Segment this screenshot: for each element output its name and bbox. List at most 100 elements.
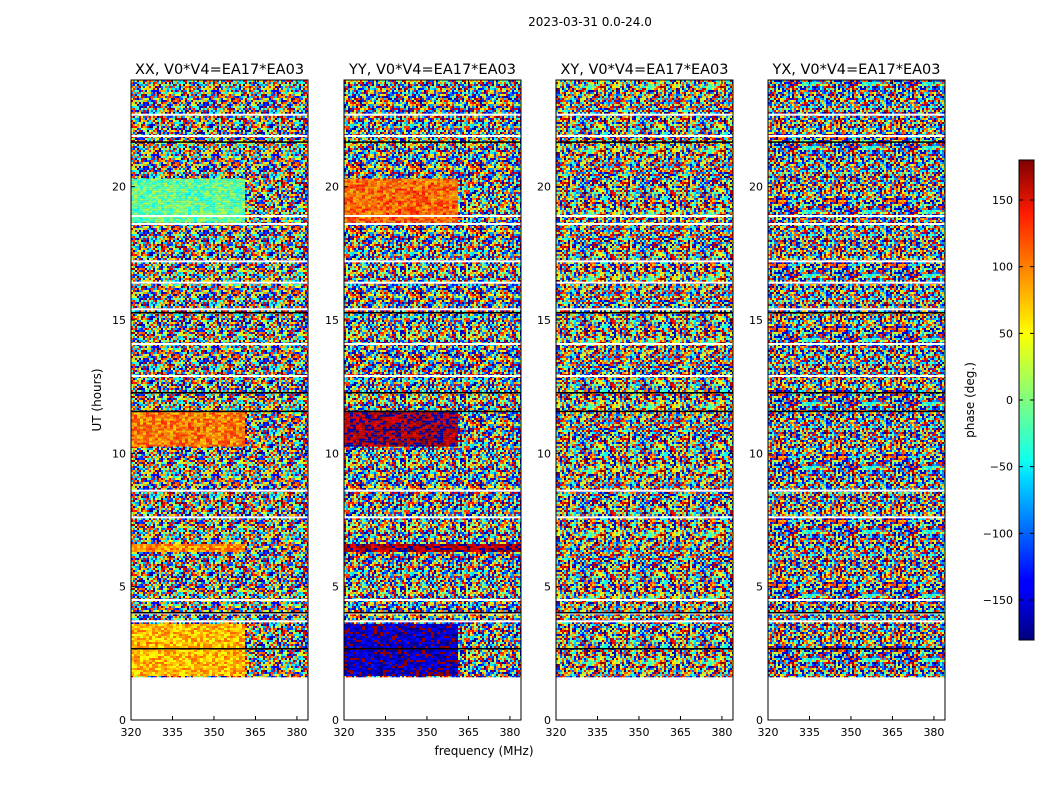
y-tick-label: 20 xyxy=(112,181,126,194)
scan-boundary xyxy=(131,392,308,394)
scan-boundary xyxy=(131,612,308,614)
flagged-gap xyxy=(768,490,945,492)
scan-boundary xyxy=(556,411,733,413)
phase-noise-region xyxy=(768,80,945,677)
flagged-gap xyxy=(344,114,521,116)
coherent-phase-segment xyxy=(344,411,458,447)
y-tick-label: 15 xyxy=(537,314,551,327)
flagged-gap xyxy=(556,308,733,310)
scan-boundary xyxy=(344,141,521,143)
coherent-phase-segment xyxy=(131,624,245,676)
y-tick-label: 20 xyxy=(325,181,339,194)
flagged-gap xyxy=(768,215,945,217)
flagged-gap xyxy=(768,308,945,310)
scan-boundary xyxy=(344,392,521,394)
scan-boundary xyxy=(768,141,945,143)
x-tick-label: 350 xyxy=(628,726,649,739)
scan-boundary xyxy=(344,411,521,413)
flagged-gap xyxy=(556,215,733,217)
y-tick-label: 0 xyxy=(332,714,339,727)
y-tick-label: 10 xyxy=(112,447,126,460)
panel-title: YY, V0*V4=EA17*EA03 xyxy=(348,62,516,78)
flagged-gap xyxy=(131,516,308,518)
coherent-phase-segment xyxy=(344,544,521,552)
x-tick-label: 320 xyxy=(334,726,355,739)
x-tick-label: 380 xyxy=(286,726,307,739)
colorbar-tick-label: 50 xyxy=(999,327,1013,340)
flagged-gap xyxy=(768,516,945,518)
flagged-gap xyxy=(768,114,945,116)
y-tick-label: 0 xyxy=(544,714,551,727)
phase-noise-region xyxy=(344,80,521,677)
colorbar-tick-label: −50 xyxy=(990,461,1013,474)
flagged-gap xyxy=(344,490,521,492)
x-tick-label: 320 xyxy=(758,726,779,739)
scan-boundary xyxy=(768,312,945,314)
scan-boundary xyxy=(556,141,733,143)
flagged-gap xyxy=(131,490,308,492)
flagged-gap xyxy=(768,343,945,345)
y-tick-label: 5 xyxy=(332,581,339,594)
x-tick-label: 350 xyxy=(840,726,861,739)
flagged-gap xyxy=(131,620,308,622)
y-tick-label: 20 xyxy=(749,181,763,194)
x-tick-label: 320 xyxy=(121,726,142,739)
scan-boundary xyxy=(768,648,945,650)
flagged-gap xyxy=(556,343,733,345)
coherent-phase-segment xyxy=(131,544,245,552)
x-tick-label: 380 xyxy=(499,726,520,739)
phase-noise-region xyxy=(131,80,308,677)
flagged-gap xyxy=(344,135,521,137)
flagged-gap xyxy=(556,599,733,601)
flagged-gap xyxy=(556,490,733,492)
flagged-gap xyxy=(344,223,521,225)
flagged-gap xyxy=(131,308,308,310)
flagged-gap xyxy=(556,375,733,377)
scan-boundary xyxy=(344,612,521,614)
flagged-gap xyxy=(344,516,521,518)
flagged-gap xyxy=(556,135,733,137)
flagged-gap xyxy=(131,375,308,377)
flagged-gap xyxy=(556,516,733,518)
scan-boundary xyxy=(556,312,733,314)
x-tick-label: 365 xyxy=(882,726,903,739)
flagged-gap xyxy=(768,282,945,284)
flagged-gap xyxy=(556,282,733,284)
colorbar-tick-label: −150 xyxy=(983,594,1013,607)
y-tick-label: 5 xyxy=(756,581,763,594)
flagged-gap xyxy=(556,260,733,262)
flagged-gap xyxy=(344,599,521,601)
scan-boundary xyxy=(131,411,308,413)
y-tick-label: 10 xyxy=(749,447,763,460)
flagged-gap xyxy=(556,620,733,622)
flagged-gap xyxy=(344,215,521,217)
scan-boundary xyxy=(131,141,308,143)
scan-boundary xyxy=(344,312,521,314)
colorbar-tick-label: −100 xyxy=(983,527,1013,540)
y-tick-label: 0 xyxy=(756,714,763,727)
figure-suptitle: 2023-03-31 0.0-24.0 xyxy=(528,15,652,29)
x-tick-label: 335 xyxy=(799,726,820,739)
flagged-gap xyxy=(768,599,945,601)
coherent-phase-segment xyxy=(131,411,245,447)
x-tick-label: 365 xyxy=(245,726,266,739)
y-tick-label: 10 xyxy=(537,447,551,460)
flagged-gap xyxy=(768,223,945,225)
colorbar-tick-label: 150 xyxy=(992,194,1013,207)
x-tick-label: 365 xyxy=(670,726,691,739)
flagged-gap xyxy=(131,215,308,217)
flagged-gap xyxy=(344,282,521,284)
scan-boundary xyxy=(556,612,733,614)
flagged-gap xyxy=(131,223,308,225)
flagged-gap xyxy=(344,375,521,377)
y-axis-label: UT (hours) xyxy=(90,368,104,431)
scan-boundary xyxy=(768,411,945,413)
y-tick-label: 15 xyxy=(112,314,126,327)
panel-title: YX, V0*V4=EA17*EA03 xyxy=(771,62,940,78)
x-tick-label: 380 xyxy=(923,726,944,739)
flagged-gap xyxy=(556,114,733,116)
